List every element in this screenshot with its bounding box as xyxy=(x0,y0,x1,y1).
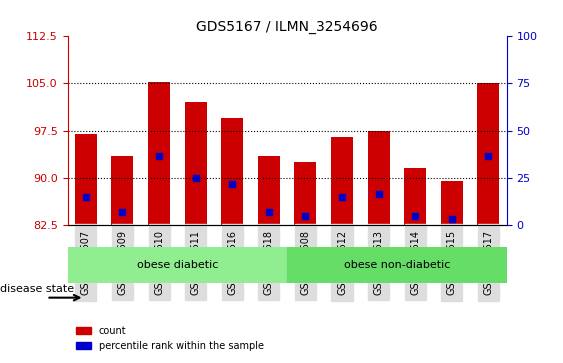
Text: obese non-diabetic: obese non-diabetic xyxy=(344,260,450,270)
Bar xyxy=(258,156,280,225)
Title: GDS5167 / ILMN_3254696: GDS5167 / ILMN_3254696 xyxy=(196,20,378,34)
Bar xyxy=(221,118,243,225)
Bar xyxy=(111,156,133,225)
Text: disease state: disease state xyxy=(0,284,74,294)
Bar xyxy=(75,134,97,225)
Bar xyxy=(477,83,499,225)
Bar xyxy=(368,131,390,225)
Bar xyxy=(185,102,207,225)
Bar xyxy=(287,247,507,283)
Bar xyxy=(331,137,353,225)
Legend: count, percentile rank within the sample: count, percentile rank within the sample xyxy=(73,322,267,355)
Bar xyxy=(404,168,426,225)
Text: obese diabetic: obese diabetic xyxy=(137,260,218,270)
Bar xyxy=(68,247,287,283)
Bar xyxy=(148,82,170,225)
Bar xyxy=(441,181,463,225)
Bar xyxy=(294,162,316,225)
